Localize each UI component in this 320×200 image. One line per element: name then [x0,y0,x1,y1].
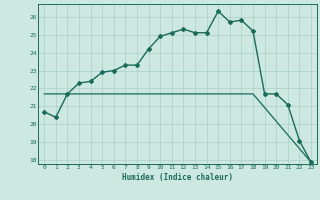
X-axis label: Humidex (Indice chaleur): Humidex (Indice chaleur) [122,173,233,182]
